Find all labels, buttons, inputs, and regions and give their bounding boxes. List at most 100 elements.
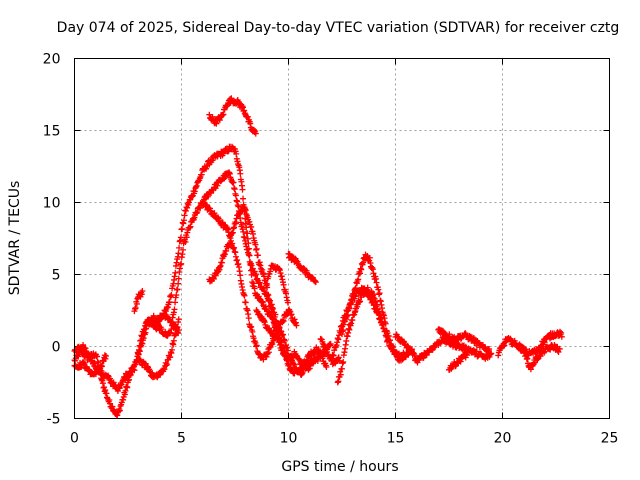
data-point [175, 280, 182, 287]
data-point [556, 345, 563, 352]
data-point [253, 245, 260, 252]
series-track-h [131, 287, 146, 315]
data-point [175, 275, 182, 282]
chart-title: Day 074 of 2025, Sidereal Day-to-day VTE… [57, 20, 620, 36]
data-point [264, 281, 271, 288]
data-point [323, 364, 330, 371]
series-track-p [392, 331, 495, 366]
x-tick-label: 0 [70, 431, 79, 447]
series-track-s [495, 334, 563, 373]
data-point [346, 326, 353, 333]
data-point [349, 317, 356, 324]
data-point [139, 287, 146, 294]
data-point [266, 297, 273, 304]
data-point [175, 316, 182, 323]
data-point [386, 337, 393, 344]
data-point [172, 331, 179, 338]
series-track-u [71, 352, 110, 378]
data-point [166, 299, 173, 306]
data-point [280, 281, 287, 288]
y-tick-label: -5 [47, 412, 61, 428]
data-point [253, 342, 260, 349]
data-point [293, 322, 300, 329]
data-point [237, 272, 244, 279]
y-axis-ticks: -5 0 5 10 15 20 [43, 52, 610, 428]
data-point [174, 286, 181, 293]
data-point [252, 130, 259, 137]
data-point [488, 350, 495, 357]
data-point [132, 304, 139, 311]
data-point [182, 238, 189, 245]
data-point [237, 170, 244, 177]
data-point [355, 276, 362, 283]
data-point [220, 111, 227, 118]
data-point [177, 234, 184, 241]
data-point [382, 320, 389, 327]
data-point [133, 300, 140, 307]
data-point [175, 250, 182, 257]
data-point [170, 337, 177, 344]
data-point [230, 179, 237, 186]
x-tick-label: 20 [494, 431, 512, 447]
data-point [342, 313, 349, 320]
data-point [173, 292, 180, 299]
data-point [343, 337, 350, 344]
y-tick-label: 0 [52, 340, 61, 356]
x-axis-ticks: 0 5 10 15 20 25 [70, 58, 618, 447]
data-point [379, 318, 386, 325]
data-points [71, 95, 565, 419]
data-point [358, 266, 365, 273]
data-point [268, 308, 275, 315]
data-point [339, 365, 345, 372]
data-point [239, 186, 246, 193]
data-point [94, 353, 101, 360]
series-track-c [206, 204, 334, 373]
data-point [169, 346, 176, 353]
data-point [131, 367, 138, 374]
data-point [376, 290, 383, 297]
series-track-j [285, 250, 319, 286]
data-point [280, 331, 287, 338]
data-point [366, 254, 373, 261]
y-tick-label: 15 [43, 124, 61, 140]
series-track-d [206, 95, 259, 137]
series-track-n [328, 284, 386, 364]
data-point [178, 260, 185, 267]
data-point [339, 323, 346, 330]
data-point [241, 292, 248, 299]
data-point [327, 340, 334, 347]
x-axis-label: GPS time / hours [281, 459, 398, 475]
x-tick-label: 10 [280, 431, 298, 447]
data-point [252, 271, 259, 278]
data-point [357, 298, 364, 305]
data-point [181, 212, 188, 219]
data-point [87, 353, 94, 360]
data-point [124, 384, 131, 391]
data-point [197, 205, 204, 212]
data-point [464, 349, 471, 356]
series-track-i [264, 262, 291, 306]
data-point [252, 241, 259, 248]
y-tick-label: 20 [43, 52, 61, 68]
data-point [244, 230, 251, 237]
data-point [400, 349, 407, 356]
y-axis-label: SDTVAR / TECUs [7, 181, 23, 296]
data-point [240, 228, 247, 235]
data-point [246, 252, 253, 259]
data-point [349, 299, 356, 306]
data-point [375, 310, 382, 317]
y-tick-label: 5 [52, 268, 61, 284]
data-point [340, 359, 347, 366]
data-point [389, 343, 396, 350]
data-point [242, 299, 249, 306]
series-track-l [334, 284, 416, 386]
data-point [254, 252, 261, 259]
data-point [227, 232, 234, 239]
data-point [103, 352, 110, 359]
data-point [269, 341, 276, 348]
data-point [156, 317, 163, 324]
data-point [240, 195, 247, 202]
data-point [321, 343, 328, 350]
plot-frame [74, 58, 610, 419]
data-point [232, 192, 239, 199]
